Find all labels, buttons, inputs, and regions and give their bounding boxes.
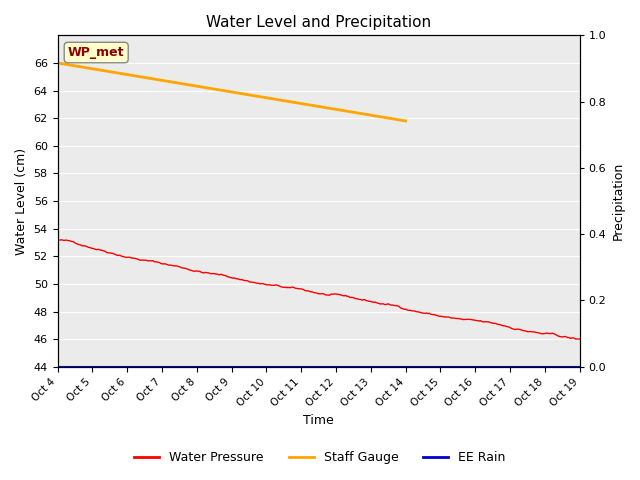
Text: WP_met: WP_met xyxy=(68,46,124,59)
X-axis label: Time: Time xyxy=(303,414,334,427)
Title: Water Level and Precipitation: Water Level and Precipitation xyxy=(206,15,431,30)
Legend: Water Pressure, Staff Gauge, EE Rain: Water Pressure, Staff Gauge, EE Rain xyxy=(129,446,511,469)
Y-axis label: Water Level (cm): Water Level (cm) xyxy=(15,147,28,254)
Y-axis label: Precipitation: Precipitation xyxy=(612,162,625,240)
